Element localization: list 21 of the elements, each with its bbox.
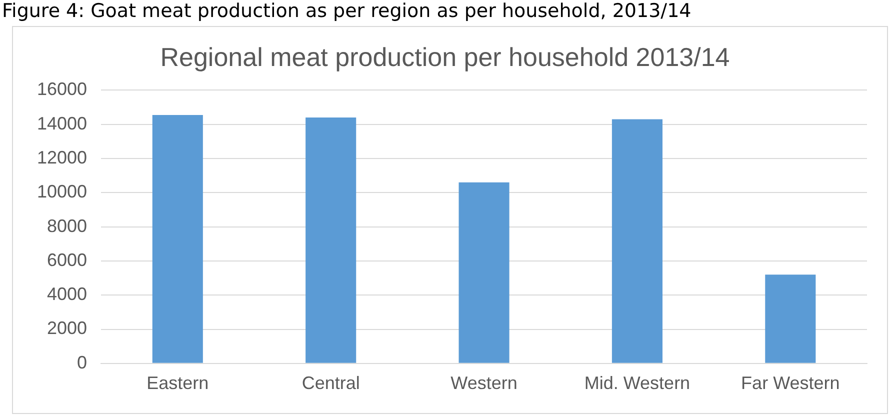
x-tick-label: Western: [450, 373, 518, 394]
x-tick-label: Central: [302, 373, 360, 394]
y-tick-label: 6000: [47, 250, 88, 270]
y-tick-label: 4000: [47, 284, 88, 304]
bar: [152, 114, 203, 363]
y-tick-label: 14000: [36, 113, 88, 134]
y-tick-label: 10000: [36, 182, 88, 202]
bar: [458, 182, 510, 363]
y-tick-label: 8000: [47, 216, 88, 236]
x-tick-label: Far Western: [741, 373, 840, 394]
bar: [612, 119, 662, 363]
y-tick-label: 2000: [47, 318, 88, 338]
x-tick-label: Mid. Western: [584, 373, 690, 394]
chart-title: Regional meat production per household 2013/14: [160, 42, 730, 72]
y-tick-label: 16000: [36, 79, 88, 100]
x-tick-label: Eastern: [146, 373, 209, 394]
y-tick-label: 0: [77, 352, 88, 372]
caption: Figure 4: Goat meat production as per region as per household, 2013/14: [2, 0, 692, 22]
y-tick-label: 12000: [36, 147, 88, 168]
bar: [306, 118, 356, 363]
bar: [765, 274, 816, 363]
